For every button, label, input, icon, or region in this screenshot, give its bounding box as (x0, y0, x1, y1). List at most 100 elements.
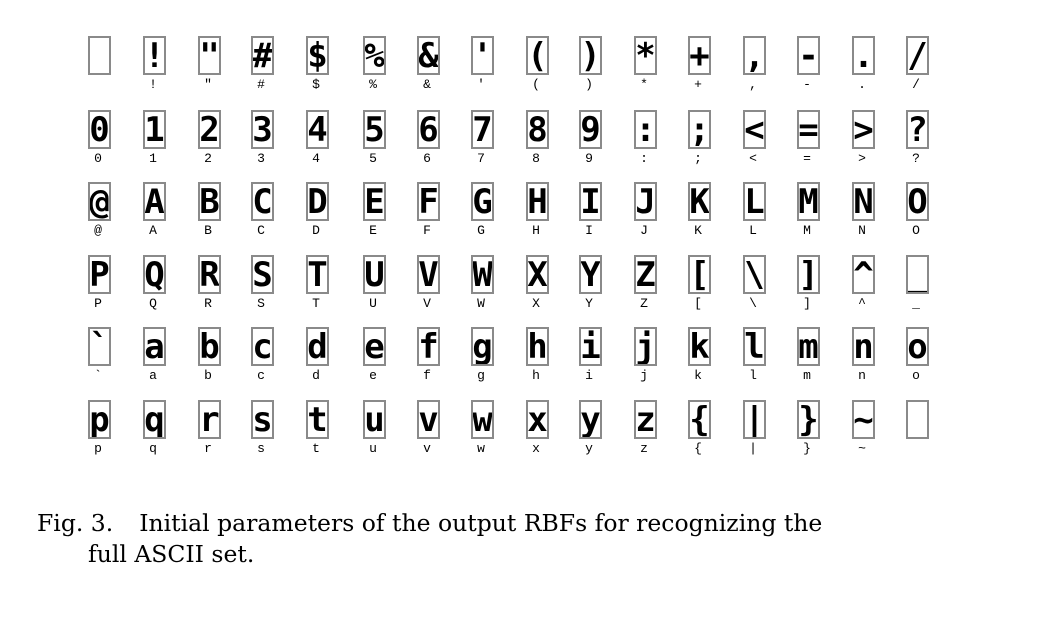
ascii-char-label: ~ (858, 441, 866, 456)
caption-line-2: full ASCII set. (88, 540, 255, 568)
rbf-glyph: ( (527, 36, 548, 75)
rbf-glyph-box: e (363, 327, 386, 366)
ascii-char-label: D (312, 223, 320, 238)
rbf-glyph: S (252, 255, 273, 294)
rbf-glyph-box: m (797, 327, 820, 366)
ascii-char-label: > (858, 151, 866, 166)
rbf-glyph-box: b (198, 327, 221, 366)
ascii-char-label: - (803, 77, 811, 92)
rbf-glyph: 6 (418, 110, 439, 149)
ascii-char-label: t (312, 441, 320, 456)
glyph-cell: ^ ^ (852, 255, 908, 329)
rbf-glyph: l (744, 327, 765, 366)
rbf-glyph-box: < (743, 110, 766, 149)
rbf-glyph-box: > (852, 110, 875, 149)
ascii-char-label: p (94, 441, 102, 456)
rbf-glyph-box: s (251, 400, 274, 439)
rbf-glyph: O (907, 182, 928, 221)
ascii-char-label: 2 (204, 151, 212, 166)
rbf-glyph-box: ) (579, 36, 602, 75)
rbf-glyph-box: C (251, 182, 274, 221)
ascii-char-label: z (640, 441, 648, 456)
rbf-glyph-box: 9 (579, 110, 602, 149)
ascii-char-label: . (858, 77, 866, 92)
rbf-glyph: z (635, 400, 656, 439)
glyph-cell: * * (634, 36, 690, 110)
glyph-cell: (( (526, 36, 582, 110)
rbf-glyph: e (364, 327, 385, 366)
ascii-char-label: ` (94, 368, 102, 383)
glyph-cell: & & (417, 36, 473, 110)
rbf-glyph-box: = (797, 110, 820, 149)
glyph-cell: )) (579, 36, 635, 110)
rbf-glyph: ~ (853, 400, 874, 439)
ascii-char-label: v (423, 441, 431, 456)
rbf-glyph-box: M (797, 182, 820, 221)
ascii-char-label: + (694, 77, 702, 92)
rbf-glyph: - (798, 36, 819, 75)
ascii-char-label: 8 (532, 151, 540, 166)
rbf-glyph-box: ! (143, 36, 166, 75)
rbf-glyph-box: D (306, 182, 329, 221)
ascii-char-label: q (149, 441, 157, 456)
rbf-glyph: " (199, 36, 220, 75)
rbf-glyph: p (89, 400, 110, 439)
rbf-glyph: j (635, 327, 656, 366)
rbf-glyph: 0 (89, 110, 110, 149)
rbf-glyph: u (364, 400, 385, 439)
rbf-glyph-box: T (306, 255, 329, 294)
rbf-glyph: ? (907, 110, 928, 149)
rbf-glyph-box: - (797, 36, 820, 75)
ascii-char-label: H (532, 223, 540, 238)
rbf-glyph-box: p (88, 400, 111, 439)
glyph-cell: {{ (688, 400, 744, 474)
rbf-glyph-box: } (797, 400, 820, 439)
rbf-glyph: $ (307, 36, 328, 75)
rbf-glyph: | (744, 400, 765, 439)
rbf-glyph-box: S (251, 255, 274, 294)
rbf-glyph: k (689, 327, 710, 366)
rbf-glyph: g (472, 327, 493, 366)
ascii-char-label: * (640, 77, 648, 92)
ascii-char-label: I (585, 223, 593, 238)
glyph-cell: ` ` (88, 327, 144, 401)
rbf-glyph-box: f (417, 327, 440, 366)
rbf-glyph: c (252, 327, 273, 366)
rbf-glyph: M (798, 182, 819, 221)
rbf-glyph: A (144, 182, 165, 221)
rbf-glyph-box: @ (88, 182, 111, 221)
rbf-glyph-box: P (88, 255, 111, 294)
rbf-glyph-box (906, 400, 929, 439)
rbf-glyph-box: " (198, 36, 221, 75)
ascii-char-label: y (585, 441, 593, 456)
rbf-glyph: y (580, 400, 601, 439)
glyph-cell: ;; (688, 110, 744, 184)
ascii-char-label: S (257, 296, 265, 311)
rbf-glyph: N (853, 182, 874, 221)
rbf-glyph-box: J (634, 182, 657, 221)
rbf-glyph: * (635, 36, 656, 75)
rbf-glyph-box: a (143, 327, 166, 366)
rbf-glyph: ] (798, 255, 819, 294)
glyph-cell: " " (198, 36, 254, 110)
rbf-glyph: ; (689, 110, 710, 149)
rbf-glyph-box: ( (526, 36, 549, 75)
